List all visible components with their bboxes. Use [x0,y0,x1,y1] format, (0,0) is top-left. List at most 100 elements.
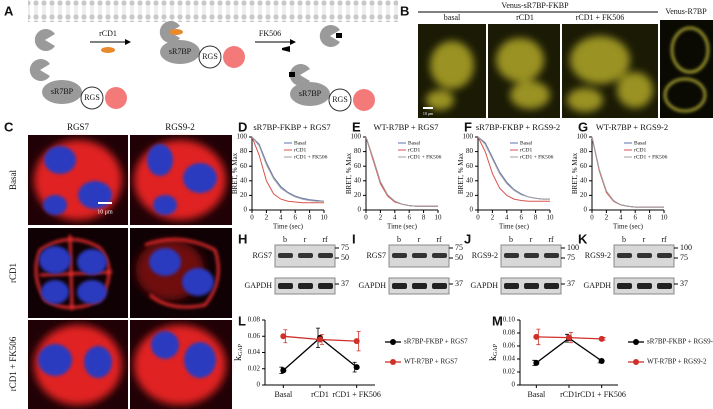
point [317,336,323,343]
y-tick-label: 40 [466,176,474,184]
y-tick-label: 20 [466,191,474,199]
y-tick-label: 60 [580,162,588,170]
lane-label: b [397,235,401,244]
legend-label: sR7BP-FKBP + RGS9-2 [647,338,713,346]
gbeta5-shape [353,89,375,111]
stain-column: RGS7 [67,122,90,132]
x-tick-label: rCD1 [560,390,578,399]
image-column: rCD1 + FK506 [576,13,625,22]
x-tick-label: 8 [648,214,652,222]
x-tick-label: 0 [364,214,368,222]
band [657,283,672,289]
sr7bp-shape [290,82,330,106]
band [432,283,447,289]
chart-title: sR7BP-FKBP + RGS9-2 [476,122,560,132]
venus-images: Venus-sR7BP-FKBP basal rCD1 rCD1 + FK506… [418,1,713,118]
blot-target: RGS7 [252,251,272,260]
y-tick-label: 80 [580,147,588,155]
stain-row: Basal [8,170,18,190]
marker-label: 75 [341,243,349,252]
gbeta5-shape [105,87,127,109]
series-line [591,136,664,208]
image-column: basal [444,13,461,22]
lane-label: r [643,235,646,244]
panel-label: J [464,231,471,246]
legend-label: Basal [634,140,647,146]
band [617,283,632,289]
image-column: Venus-R7BP [665,7,707,16]
stain-images: RGS7 RGS9-2 Basal rCD1 rCD1 + FK506 10 μ… [8,122,232,409]
lane-label: r [304,235,307,244]
y-tick-label: 100 [237,133,248,141]
legend-marker [633,359,639,365]
point [533,333,540,340]
y-tick-label: 80 [240,147,248,155]
x-tick-label: 2 [605,214,609,222]
x-tick-label: 0 [476,214,480,222]
x-axis-label: Time (sec) [273,223,304,231]
point [280,367,287,374]
marker-label: 100 [680,243,692,252]
y-axis-label: BRET, % Max [571,152,579,194]
legend-label: sR7BP-FKBP + RGS7 [404,338,468,346]
panel-label: L [238,313,246,328]
band [318,283,333,289]
marker-label: 37 [567,279,575,288]
band [392,283,407,289]
blot-target: RGS9-2 [472,251,498,260]
nuclei [38,144,217,378]
lane-label: b [622,235,626,244]
series-line [477,136,550,200]
marker-label: 37 [455,279,463,288]
x-axis-label: Time (sec) [387,223,418,231]
y-axis-subscript: GAP [493,343,499,356]
y-axis-label: k [233,356,244,361]
blot-control: GAPDH [583,281,611,290]
y-axis-label: BRET, % Max [231,152,239,194]
scale-label: 10 μm [423,111,434,116]
panel-label: B [400,3,409,18]
fk506-shape [282,46,290,52]
y-tick-label: 80 [466,147,474,155]
blot-control: GAPDH [244,281,272,290]
marker-label: 37 [341,279,349,288]
legend-label: rCD1 [634,147,646,153]
cells [426,36,653,112]
panel-label: K [578,231,588,246]
imaging-title: Venus-sR7BP-FKBP [501,1,569,10]
blot-control: GAPDH [358,281,386,290]
lane-label: r [530,235,533,244]
x-tick-label: 10 [435,214,443,222]
band [298,253,313,258]
legend-marker [390,339,396,345]
x-tick-label: 8 [308,214,312,222]
band [392,253,407,258]
stain-column: RGS9-2 [165,122,195,132]
y-tick-label: 0.08 [503,329,516,337]
rgs-label: RGS [332,95,348,104]
legend-label: rCD1 + FK506 [294,154,328,160]
band [432,253,447,258]
fk506-shape [336,33,342,38]
panel-label: G [578,119,588,134]
band [318,253,333,258]
band [298,283,313,289]
y-tick-label: 0.02 [503,368,516,376]
legend-label: Basal [408,140,421,146]
legend-label: Basal [294,140,307,146]
sr7bp-label: sR7BP [169,47,192,56]
y-tick-label: 0.02 [248,364,261,372]
point [353,338,360,345]
y-tick-label: 0.08 [248,316,261,324]
legend-label: WT-R7BP + RGS9-2 [647,358,707,366]
y-tick-label: 20 [354,191,362,199]
y-tick-label: 20 [580,191,588,199]
x-tick-label: rCD1 + FK506 [332,390,381,399]
rgs-shape [80,86,104,110]
panel-label: I [352,231,356,246]
y-axis-label: k [488,356,499,361]
y-axis-label: BRET, % Max [457,152,465,194]
series-line [251,136,325,202]
rcd1-label: rCD1 [99,29,117,38]
point [598,357,605,364]
